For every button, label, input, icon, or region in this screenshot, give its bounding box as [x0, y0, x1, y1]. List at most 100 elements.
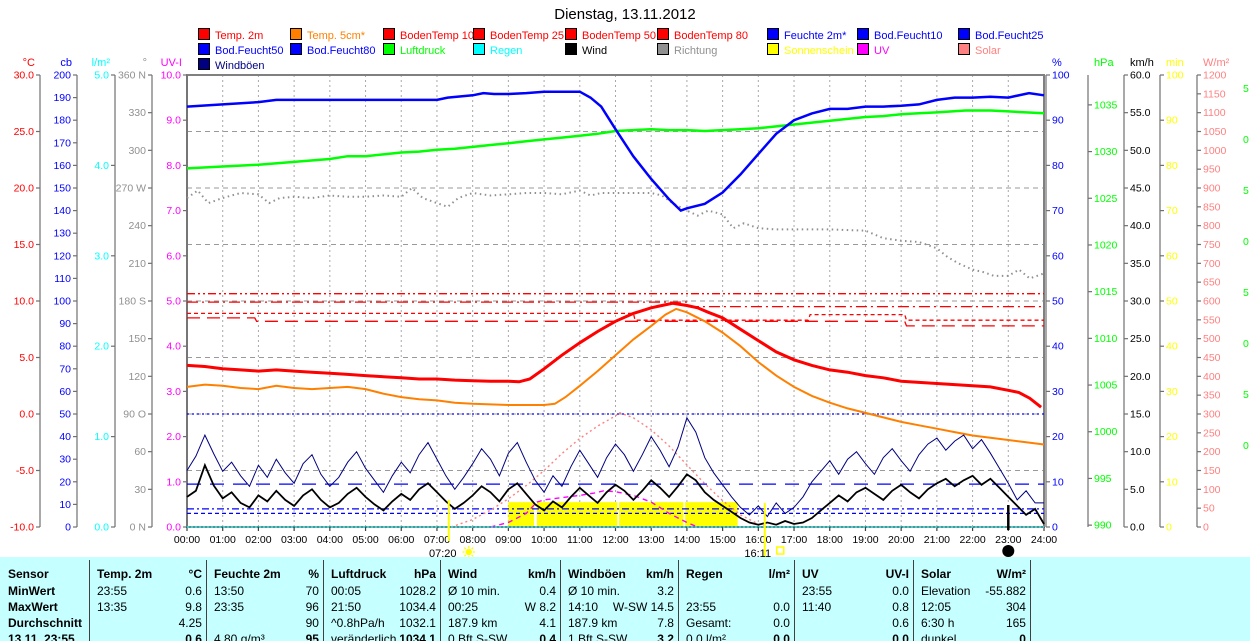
axis-tick-label: 0 — [1203, 522, 1209, 534]
axis-tick-label: 1025 — [1094, 193, 1118, 205]
axis-tick-label: 600 — [1203, 296, 1221, 308]
axis-tick-label: 170 — [53, 137, 71, 149]
axis-tick-label: 0 — [65, 522, 71, 534]
table-cell-label: 23:55 — [802, 584, 833, 598]
legend-item-bodentemp-25: BodenTemp 25 — [473, 28, 564, 42]
axis-tick-label: 150 — [1203, 465, 1221, 477]
clipped-axis-fragment: 0 — [1243, 236, 1249, 248]
table-col-title: Luftdruck — [331, 567, 387, 581]
axis-tick-label: 400 — [1203, 371, 1221, 383]
axis-tick-label: 5.0 — [1130, 484, 1145, 496]
legend-label: Luftdruck — [400, 45, 446, 57]
axis-tick-label: 90 — [1052, 115, 1064, 127]
axis-tick-label: 35.0 — [1130, 258, 1151, 270]
axis-tick-label: 90 O — [123, 409, 146, 421]
axis-tick-label: 0.0 — [94, 522, 109, 534]
table-col-unit: km/h — [645, 567, 674, 581]
table-cell-label: 6:30 h — [921, 616, 955, 630]
legend-item-temp-2m: Temp. 2m — [198, 28, 263, 42]
legend-swatch-icon — [857, 43, 869, 55]
axis-tick-label: 3.0 — [166, 386, 181, 398]
axis-tick-label: 10 — [1052, 476, 1064, 488]
axis-tick-label: 40 — [1052, 341, 1064, 353]
legend-swatch-icon — [565, 43, 577, 55]
table-cell-value: 0.0 — [773, 600, 790, 614]
axis-tick-label: 140 — [53, 205, 71, 217]
axis-tick-label: 30 — [1052, 386, 1064, 398]
x-tick-label: 15:00 — [709, 534, 735, 546]
table-separator — [794, 560, 795, 641]
axis-tick-label: 50 — [1052, 296, 1064, 308]
axis-tick-label: 0.0 — [1130, 522, 1145, 534]
axis-tick-label: 1005 — [1094, 380, 1118, 392]
legend-item-bod-feucht50: Bod.Feucht50 — [198, 43, 284, 57]
axis-unit-lm2: l/m² — [92, 57, 111, 69]
legend-swatch-icon — [383, 28, 395, 40]
series-luftdruck — [186, 109, 1045, 170]
series-richtung — [186, 186, 1045, 280]
legend-item-bodentemp-10: BodenTemp 10 — [383, 28, 474, 42]
axis-tick-label: 70 — [1052, 205, 1064, 217]
table-cell-value: 1028.2 — [399, 584, 436, 598]
table-cell-value: 90 — [305, 616, 319, 630]
axis-tick-label: 1000 — [1203, 145, 1227, 157]
axis-tick-label: 20 — [59, 476, 71, 488]
axis-tick-label: 1.0 — [166, 476, 181, 488]
table-cell-value: 304 — [1005, 600, 1026, 614]
table-cell-value: 0.0 — [892, 632, 909, 641]
x-tick-label: 20:00 — [888, 534, 914, 546]
table-cell-label: 4.80 g/m³ — [214, 632, 265, 641]
axis-tick-label: 330 — [128, 107, 146, 119]
axis-tick-label: 50 — [59, 409, 71, 421]
axis-tick-label: 200 — [53, 70, 71, 82]
table-cell-label: 11:40 — [802, 600, 832, 614]
x-tick-label: 19:00 — [852, 534, 878, 546]
axis-tick-label: 1050 — [1203, 126, 1227, 138]
table-cell-value: 9.8 — [185, 600, 202, 614]
axis-tick-label: 3.0 — [94, 250, 109, 262]
table-cell-value: W 8.2 — [524, 600, 556, 614]
table-cell-value: 0.6 — [185, 584, 202, 598]
legend-item-windb-en: Windböen — [198, 58, 265, 72]
table-col-title: Windböen — [568, 567, 626, 581]
axis-tick-label: 0 — [1166, 522, 1172, 534]
axis-tick-label: 150 — [53, 183, 71, 195]
axis-tick-label: 70 — [1166, 205, 1178, 217]
axis-tick-label: 2.0 — [94, 341, 109, 353]
axis-tick-label: 6.0 — [166, 250, 181, 262]
x-tick-label: 03:00 — [281, 534, 307, 546]
axis-tick-label: 995 — [1094, 473, 1112, 485]
clipped-axis-fragment: 5 — [1243, 389, 1249, 401]
table-cell-label: 23:55 — [686, 600, 717, 614]
table-col-title: Regen — [686, 567, 723, 581]
axis-tick-label: 60 — [1052, 250, 1064, 262]
table-col-unit: l/m² — [768, 567, 790, 581]
legend-swatch-icon — [958, 43, 970, 55]
table-cell-value: 0.4 — [539, 632, 556, 641]
axis-tick-label: 1.0 — [94, 431, 109, 443]
legend-label: BodenTemp 10 — [400, 30, 474, 42]
axis-tick-label: 10.0 — [161, 70, 182, 82]
legend-label: Bod.Feucht50 — [215, 45, 284, 57]
table-cell-label: 23:35 — [214, 600, 245, 614]
axis-unit-deg: ° — [143, 57, 147, 69]
axis-tick-label: 900 — [1203, 183, 1221, 195]
table-cell-value: W-SW 14.5 — [612, 600, 674, 614]
axis-unit-wm2: W/m² — [1203, 57, 1230, 69]
table-cell-value: 3.2 — [657, 584, 674, 598]
axis-tick-label: 20.0 — [14, 183, 35, 195]
x-tick-label: 24:00 — [1031, 534, 1057, 546]
axis-tick-label: 300 — [128, 145, 146, 157]
weather-chart: °C30.025.020.015.010.05.00.0-5.0-10.0cb2… — [10, 57, 1249, 560]
legend-swatch-icon — [767, 28, 779, 40]
legend-swatch-icon — [473, 28, 485, 40]
axis-tick-label: 60.0 — [1130, 70, 1151, 82]
axis-tick-label: 20 — [1052, 431, 1064, 443]
clipped-axis-fragment: 0 — [1243, 134, 1249, 146]
axis-tick-label: 50 — [1166, 296, 1178, 308]
axis-unit-min: min — [1166, 57, 1184, 69]
axis-tick-label: 1200 — [1203, 70, 1227, 82]
axis-tick-label: 100 — [1052, 70, 1070, 82]
table-separator — [678, 560, 679, 641]
table-cell-value: 1034.1 — [399, 632, 436, 641]
